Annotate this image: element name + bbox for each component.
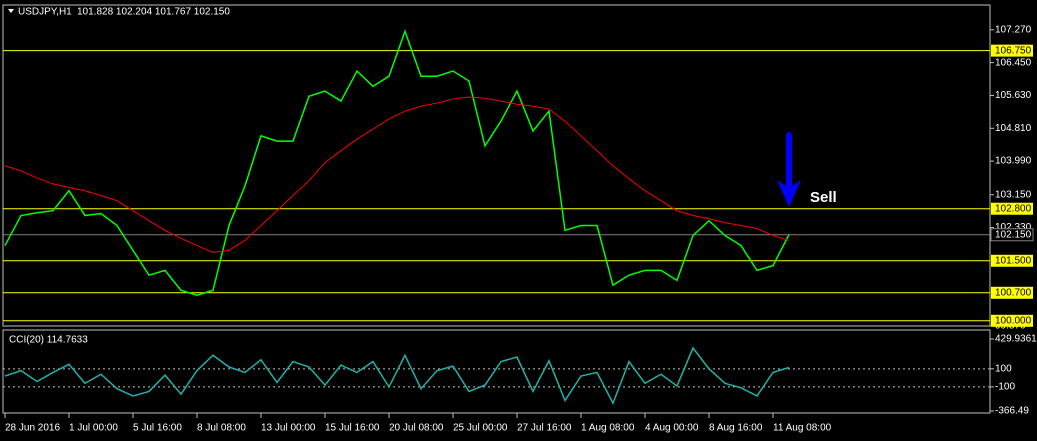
level-label-bg: [991, 314, 1033, 327]
x-tick-label: 1 Aug 08:00: [581, 423, 635, 434]
x-tick-label: 5 Jul 16:00: [133, 423, 182, 434]
series-line: [4, 96, 790, 253]
level-label-bg: [991, 254, 1033, 267]
cci-title: CCI(20) 114.7633: [9, 335, 88, 346]
y-tick-label: 107.270: [995, 24, 1032, 35]
level-label-bg: [991, 202, 1033, 215]
x-tick-label: 27 Jul 16:00: [517, 423, 572, 434]
x-tick-label: 1 Jul 00:00: [69, 423, 118, 434]
x-tick-label: 20 Jul 08:00: [389, 423, 444, 434]
y-tick-label: 429.9361: [995, 334, 1037, 345]
level-label: 101.500: [995, 255, 1032, 266]
level-label-bg: [991, 286, 1033, 299]
level-label: 100.700: [995, 287, 1032, 298]
cci-panel: [2, 329, 991, 414]
y-tick-label: 103.150: [995, 189, 1032, 200]
level-label: 100.000: [995, 315, 1032, 326]
level-label-bg: [991, 44, 1033, 57]
y-tick-label: -100: [995, 382, 1015, 393]
annotation: Sell: [810, 189, 837, 206]
y-tick-label: 106.450: [995, 57, 1032, 68]
x-tick-label: 15 Jul 16:00: [325, 423, 380, 434]
current-price-bg: [990, 228, 1034, 242]
menu-arrow[interactable]: [8, 9, 14, 13]
y-tick-label: 100: [995, 363, 1012, 374]
current-price-label: 102.150: [995, 229, 1032, 240]
x-tick-label: 28 Jun 2016: [5, 423, 60, 434]
y-tick-label: 102.330: [995, 222, 1032, 233]
series-line: [4, 346, 790, 406]
y-tick-label: 105.630: [995, 90, 1032, 101]
x-tick-label: 8 Aug 16:00: [709, 423, 763, 434]
level-label: 106.750: [995, 45, 1032, 56]
x-tick-label: 25 Jul 00:00: [453, 423, 508, 434]
x-tick-label: 13 Jul 00:00: [261, 423, 316, 434]
price-panel: [2, 4, 991, 327]
quote: 101.828 102.204 101.767 102.150: [77, 7, 230, 18]
sell-arrow-head: [777, 180, 801, 207]
series-line: [4, 29, 790, 296]
chart-title: USDJPY,H1: [18, 7, 72, 18]
x-tick-label: 8 Jul 08:00: [197, 423, 246, 434]
level-label: 102.800: [995, 203, 1032, 214]
y-tick-label: 103.990: [995, 156, 1032, 167]
y-tick-label: -366.49: [995, 406, 1029, 417]
x-tick-label: 11 Aug 08:00: [773, 423, 832, 434]
x-tick-label: 4 Aug 00:00: [645, 423, 699, 434]
y-tick-label: 104.810: [995, 123, 1032, 134]
